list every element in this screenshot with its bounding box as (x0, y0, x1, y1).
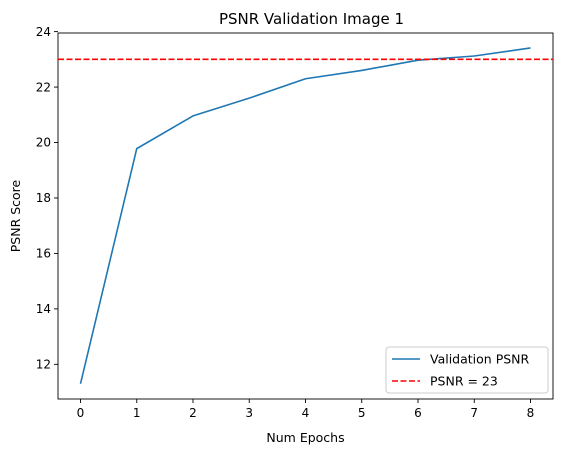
y-tick-label: 24 (36, 25, 51, 39)
legend: Validation PSNR PSNR = 23 (385, 346, 549, 394)
x-tick-label: 5 (358, 406, 366, 420)
x-axis-label: Num Epochs (266, 430, 344, 445)
x-axis: 0 1 2 3 4 5 6 7 8 (77, 399, 535, 420)
x-tick-label: 8 (527, 406, 535, 420)
plot-area (58, 47, 553, 384)
x-tick-label: 4 (302, 406, 310, 420)
y-tick-label: 14 (36, 302, 51, 316)
y-tick-label: 18 (36, 191, 51, 205)
y-tick-label: 22 (36, 80, 51, 94)
plot-frame (57, 32, 554, 400)
legend-box (385, 346, 549, 394)
y-tick-label: 12 (36, 358, 51, 372)
series-line-validation-psnr (79, 47, 531, 384)
legend-label-validation-psnr: Validation PSNR (430, 352, 530, 367)
x-tick-label: 0 (77, 406, 85, 420)
x-tick-label: 3 (245, 406, 253, 420)
y-axis: 12 14 16 18 20 22 24 (36, 25, 58, 372)
x-tick-label: 2 (189, 406, 197, 420)
y-tick-label: 20 (36, 136, 51, 150)
y-axis-label: PSNR Score (8, 179, 23, 252)
y-tick-label: 16 (36, 247, 51, 261)
x-tick-label: 6 (414, 406, 422, 420)
legend-label-psnr-23: PSNR = 23 (430, 374, 498, 389)
x-tick-label: 1 (133, 406, 141, 420)
x-tick-label: 7 (470, 406, 478, 420)
chart-title: PSNR Validation Image 1 (219, 10, 404, 28)
